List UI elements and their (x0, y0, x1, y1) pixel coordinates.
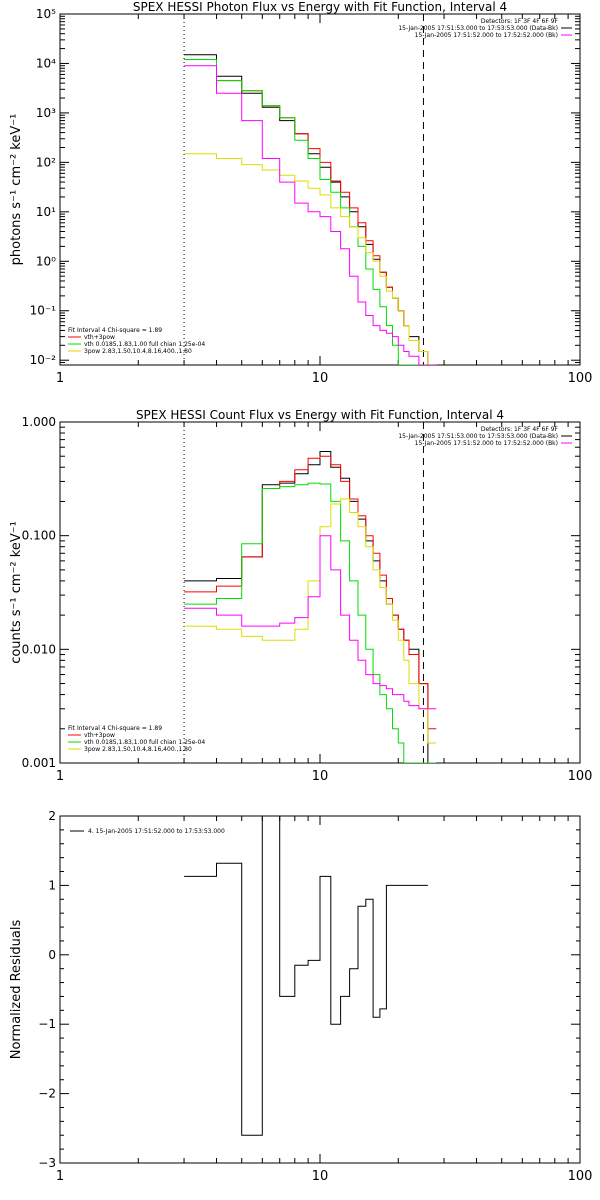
y-tick-label: 10² (36, 155, 56, 169)
series-4-15-jan-2005-17-51-52-000-to-17-53-53-000 (184, 816, 428, 1136)
x-tick-label: 100 (568, 769, 593, 784)
y-tick-label: 10⁰ (36, 254, 56, 268)
y-tick-label: 10⁴ (36, 56, 56, 70)
y-tick-label: 1.000 (22, 415, 56, 429)
series-bk (184, 65, 437, 365)
series-vth-3pow (184, 455, 437, 730)
x-tick-label: 10 (312, 371, 329, 386)
detector-annotation: Detectors: 1F 3F 4F 6F 9F (481, 426, 559, 433)
chart-title: SPEX HESSI Photon Flux vs Energy with Fi… (133, 0, 507, 14)
y-tick-label: 10³ (36, 106, 56, 120)
detector-annotation: 15-Jan-2005 17:51:52.000 to 17:52:52.000… (415, 440, 558, 447)
x-tick-label: 10 (312, 1169, 329, 1184)
y-tick-label: 0 (48, 948, 56, 962)
x-tick-label: 10 (312, 769, 329, 784)
detector-annotation: Detectors: 1F 3F 4F 6F 9F (481, 18, 559, 25)
y-tick-label: 1 (48, 878, 56, 892)
panel-1: SPEX HESSI Photon Flux vs Energy with Fi… (9, 0, 592, 386)
series-data-bk (184, 54, 437, 365)
residual-legend: 4. 15-Jan-2005 17:51:52.000 to 17:53:53.… (88, 828, 225, 835)
y-tick-label: 0.100 (22, 529, 56, 543)
x-tick-label: 1 (56, 1169, 64, 1184)
y-tick-label: −3 (38, 1156, 56, 1170)
fit-annotation: vth 0.0185,1.83,1.00 full chian 1.25e-04 (84, 341, 205, 348)
x-tick-label: 100 (568, 371, 593, 386)
chart-title: SPEX HESSI Count Flux vs Energy with Fit… (136, 408, 504, 422)
fit-annotation: 3pow 2.83,1.50,10.4,8.16,400.,1.80 (84, 348, 192, 355)
y-axis-label: photons s⁻¹ cm⁻² keV⁻¹ (9, 114, 24, 266)
panel-3: Normalized Residuals 1 10 100 −3 −2 −1 0 1 2 4. 15… (9, 809, 592, 1184)
series-bk (184, 535, 437, 710)
y-tick-label: 10⁵ (36, 7, 56, 21)
y-axis-label: Normalized Residuals (9, 920, 24, 1060)
y-tick-label: 10⁻¹ (30, 304, 57, 318)
y-tick-label: −2 (38, 1087, 56, 1101)
y-tick-label: 0.001 (22, 756, 56, 770)
y-tick-label: −1 (38, 1017, 56, 1031)
series-3pow (184, 153, 437, 365)
fit-annotation: 3pow 2.83,1.50,10.4,8.16,400.,1.80 (84, 746, 192, 753)
fit-annotation: vth+3pow (84, 732, 115, 739)
plot-frame (59, 815, 581, 1164)
fit-annotation: vth 0.0185,1.83,1.00 full chian 1.25e-04 (84, 739, 205, 746)
x-tick-label: 1 (56, 371, 64, 386)
fit-annotation: vth+3pow (84, 334, 115, 341)
x-tick-label: 100 (568, 1169, 593, 1184)
y-tick-label: 2 (48, 809, 56, 823)
fit-annotation: Fit Interval 4 Chi-square = 1.89 (68, 725, 162, 732)
x-tick-label: 1 (56, 769, 64, 784)
y-tick-label: 10⁻² (30, 353, 57, 367)
y-axis-label: counts s⁻¹ cm⁻² keV⁻¹ (9, 521, 24, 664)
series-vth (184, 482, 437, 763)
detector-annotation: 15-Jan-2005 17:51:53.000 to 17:53:53.000… (398, 25, 558, 32)
panel-2: SPEX HESSI Count Flux vs Energy with Fit… (9, 408, 592, 784)
series-data-bk (184, 451, 437, 763)
y-tick-label: 10¹ (36, 205, 56, 219)
fit-annotation: Fit Interval 4 Chi-square = 1.89 (68, 327, 162, 334)
detector-annotation: 15-Jan-2005 17:51:53.000 to 17:53:53.000… (398, 433, 558, 440)
y-tick-label: 0.010 (22, 642, 56, 656)
series-3pow (184, 498, 437, 744)
detector-annotation: 15-Jan-2005 17:51:52.000 to 17:52:52.000… (415, 32, 558, 39)
